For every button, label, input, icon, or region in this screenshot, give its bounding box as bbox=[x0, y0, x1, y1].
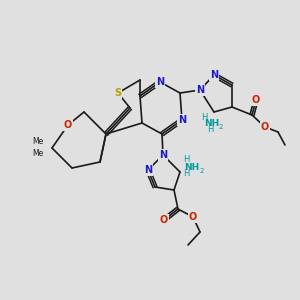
Text: NH: NH bbox=[184, 163, 200, 172]
Text: 2: 2 bbox=[219, 124, 223, 130]
Text: Me: Me bbox=[32, 137, 44, 146]
Text: H: H bbox=[201, 112, 207, 122]
Text: N: N bbox=[178, 115, 186, 125]
Text: N: N bbox=[196, 85, 204, 95]
Text: O: O bbox=[64, 120, 72, 130]
Text: N: N bbox=[156, 77, 164, 87]
Text: O: O bbox=[189, 212, 197, 222]
Text: H: H bbox=[207, 125, 213, 134]
Text: N: N bbox=[159, 150, 167, 160]
Text: O: O bbox=[252, 95, 260, 105]
Text: S: S bbox=[114, 88, 122, 98]
Text: O: O bbox=[261, 122, 269, 132]
Text: O: O bbox=[160, 215, 168, 225]
Text: H: H bbox=[183, 155, 189, 164]
Text: NH: NH bbox=[204, 118, 220, 127]
Text: Me: Me bbox=[32, 148, 44, 158]
Text: N: N bbox=[210, 70, 218, 80]
Text: N: N bbox=[144, 165, 152, 175]
Text: 2: 2 bbox=[200, 168, 204, 174]
Text: H: H bbox=[183, 169, 189, 178]
